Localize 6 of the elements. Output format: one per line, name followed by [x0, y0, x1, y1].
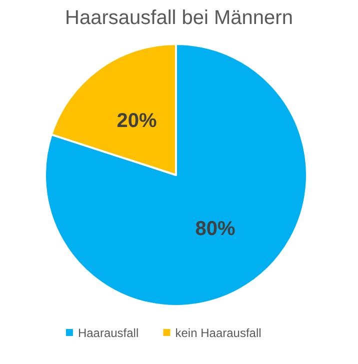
- chart-title: Haarsausfall bei Männern: [65, 7, 293, 29]
- pie-slice: [44, 43, 308, 307]
- legend-label: kein Haarausfall: [175, 326, 262, 340]
- legend-label: Haarausfall: [78, 326, 139, 340]
- data-label: 80%: [195, 218, 236, 240]
- data-label: 20%: [116, 110, 157, 132]
